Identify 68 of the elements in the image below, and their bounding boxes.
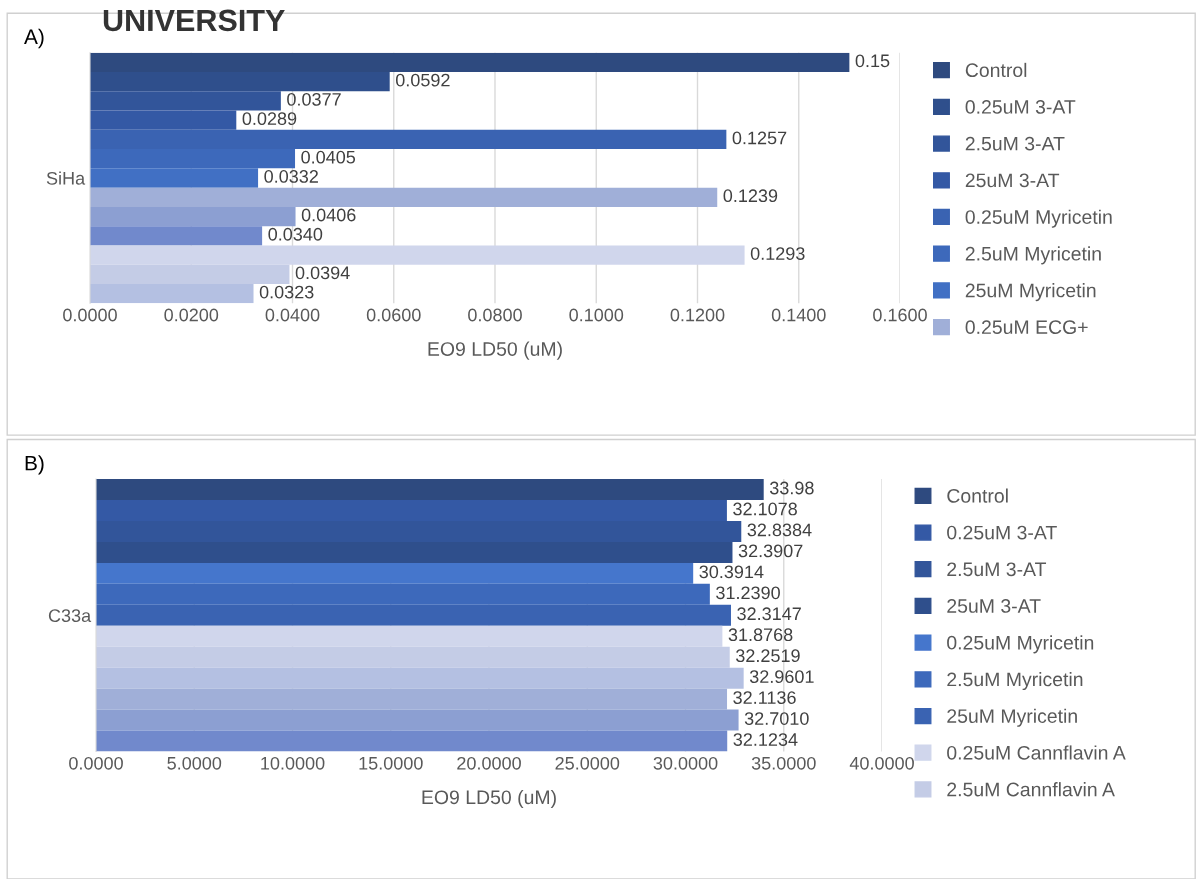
x-tick-label: 0.0400 [265,308,320,322]
x-tick-label: 0.0800 [468,308,522,322]
legend-label: 0.25uM 3-AT [947,525,1057,540]
data-label: 0.0332 [264,170,318,183]
data-label: 0.1293 [750,247,805,260]
data-label: 0.0289 [242,112,297,126]
legend-label: 0.25uM Myricetin [965,209,1112,228]
data-label: 32.3147 [737,607,801,621]
data-label: 32.3907 [738,544,803,558]
x-axis-title: EO9 LD50 (uM) [428,341,562,360]
data-label: 32.7010 [744,712,809,725]
data-label: 0.15 [855,54,890,68]
data-label: 0.0405 [301,150,356,164]
legend-label: Control [965,62,1027,78]
x-tick-label: 40.0000 [849,756,914,770]
x-tick-label: 10.0000 [261,756,325,770]
data-label: 32.1234 [733,733,798,746]
text: UNIVERSITY [103,9,285,32]
legend-label: 2.5uM 3-AT [965,136,1065,151]
x-axis-title: EO9 LD50 (uM) [422,789,556,809]
data-label: 31.8768 [728,628,793,642]
x-tick-label: 35.0000 [751,756,816,770]
legend-label: 0.25uM 3-AT [965,100,1076,114]
legend-label: 2.5uM Myricetin [965,246,1101,265]
legend-label: 25uM Myricetin [965,283,1096,302]
data-label: 0.0592 [395,73,450,87]
x-tick-label: 0.0200 [164,308,219,322]
data-label: 0.0340 [268,227,323,241]
y-tick-label: C33a [48,609,92,623]
data-label: 32.8384 [747,523,812,537]
legend-label: 2.5uM 3-AT [947,562,1047,577]
y-tick-label: SiHa [46,171,86,185]
legend-label: 25uM 3-AT [947,599,1041,613]
legend-label: Control [947,488,1008,503]
legend-label: 0.25uM Myricetin [947,635,1094,654]
data-label: 0.0323 [259,285,314,299]
x-tick-label: 20.0000 [457,756,521,770]
data-label: 32.9601 [749,670,814,684]
x-tick-label: 0.1200 [670,308,725,322]
data-label: 0.0406 [301,208,356,222]
chart-title: B) [25,455,44,475]
data-label: 32.2519 [735,649,800,663]
x-tick-label: 15.0000 [359,756,423,770]
x-tick-label: 30.0000 [653,756,718,770]
x-tick-label: 25.0000 [555,756,620,770]
data-label: 33.98 [769,481,814,495]
x-tick-label: 0.0600 [366,308,421,322]
legend-label: 2.5uM Myricetin [947,671,1083,691]
data-label: 0.0394 [295,266,350,280]
x-tick-label: 0.1400 [771,308,826,322]
legend-label: 0.25uM ECG+ [965,320,1088,335]
x-tick-label: 0.1000 [569,308,624,322]
data-label: 32.1136 [733,691,796,704]
x-tick-label: 5.0000 [167,756,222,770]
legend-label: 2.5uM Cannflavin A [947,782,1115,797]
data-label: 30.3914 [699,565,764,579]
legend-label: 25uM 3-AT [965,173,1060,188]
data-label: 0.1257 [732,131,787,145]
legend-label: 25uM Myricetin [947,708,1077,727]
data-label: 0.1239 [723,189,778,203]
legend-label: 0.25uM Cannflavin A [947,745,1126,760]
chart-title: A) [24,28,44,49]
data-label: 31.2390 [716,586,780,600]
x-tick-label: 0.0000 [63,308,117,322]
x-tick-label: 0.0000 [69,756,123,770]
data-label: 32.1078 [733,502,797,516]
x-tick-label: 0.1600 [873,308,927,322]
data-label: 0.0377 [287,92,341,106]
